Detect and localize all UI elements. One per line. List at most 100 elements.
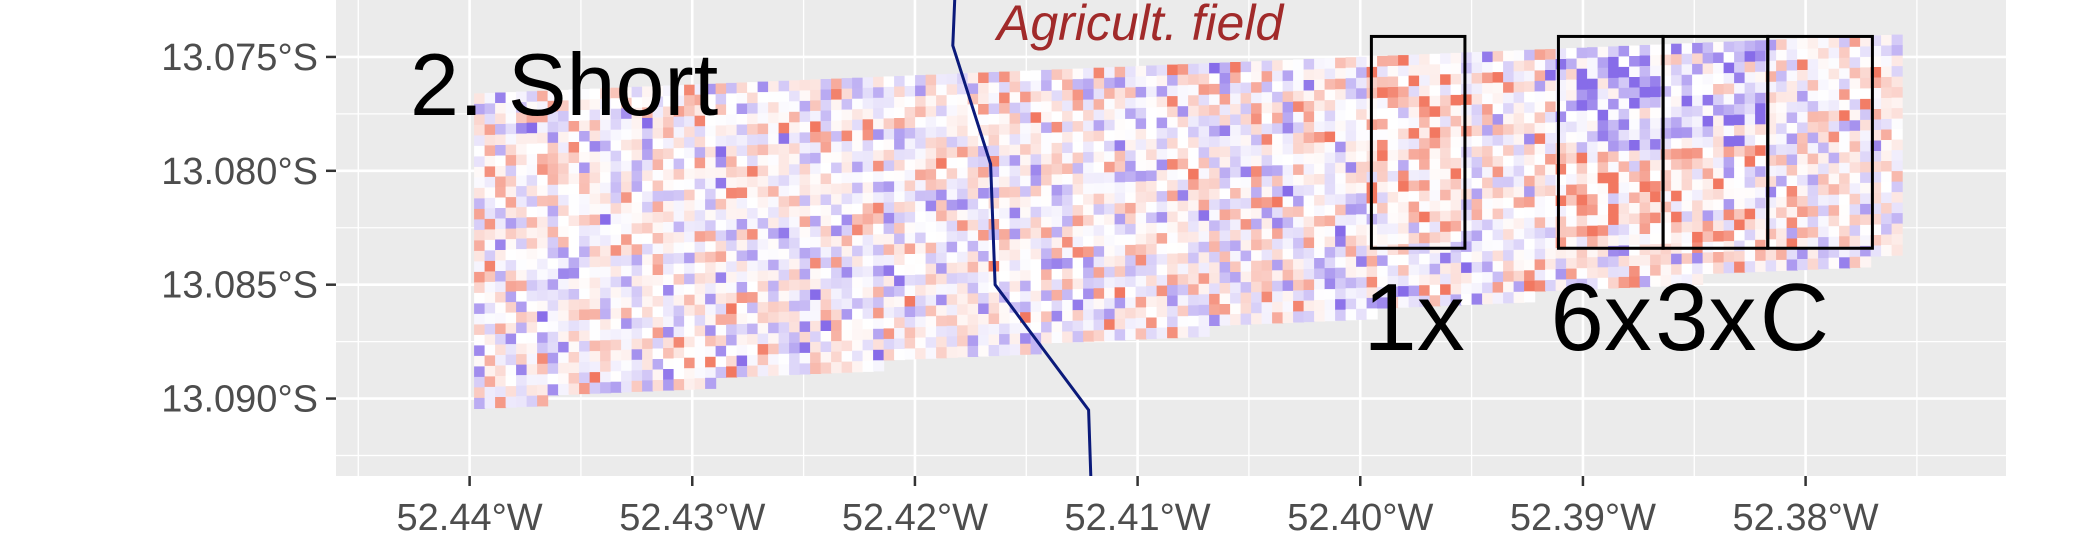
raster-cell (495, 271, 507, 283)
raster-cell (831, 225, 843, 237)
raster-cell (1555, 164, 1567, 176)
raster-cell (568, 383, 580, 395)
raster-cell (1450, 115, 1462, 127)
raster-cell (1009, 113, 1021, 125)
raster-cell (894, 118, 906, 130)
raster-cell (841, 204, 853, 216)
raster-cell (652, 233, 664, 245)
raster-cell (883, 275, 895, 287)
raster-cell (1765, 60, 1777, 72)
raster-cell (642, 138, 654, 150)
raster-cell (1429, 85, 1441, 97)
raster-cell (1356, 193, 1368, 205)
raster-cell (873, 192, 885, 204)
raster-cell (484, 113, 496, 125)
raster-cell (978, 345, 990, 357)
raster-cell (1524, 81, 1536, 93)
raster-cell (484, 124, 496, 136)
raster-cell (1807, 216, 1819, 228)
raster-cell (1387, 223, 1399, 235)
raster-cell (1744, 156, 1756, 168)
raster-cell (1471, 73, 1483, 85)
raster-cell (1776, 154, 1788, 166)
raster-cell (537, 153, 549, 165)
raster-cell (558, 131, 570, 143)
raster-cell (715, 230, 727, 242)
raster-cell (1188, 126, 1200, 138)
raster-cell (1797, 38, 1809, 50)
raster-cell (631, 191, 643, 203)
raster-cell (1282, 185, 1294, 197)
raster-cell (1755, 71, 1767, 83)
raster-cell (1261, 155, 1273, 167)
raster-cell (1534, 185, 1546, 197)
raster-cell (1450, 52, 1462, 64)
raster-cell (621, 276, 633, 288)
raster-cell (862, 161, 874, 173)
raster-cell (757, 207, 769, 219)
raster-cell (505, 176, 517, 188)
raster-cell (810, 79, 822, 91)
raster-cell (1303, 143, 1315, 155)
raster-cell (736, 219, 748, 231)
raster-cell (1639, 76, 1651, 88)
raster-cell (883, 118, 895, 130)
raster-cell (1786, 259, 1798, 271)
raster-cell (1555, 153, 1567, 165)
raster-cell (1335, 152, 1347, 164)
raster-cell (1398, 97, 1410, 109)
raster-cell (978, 230, 990, 242)
raster-cell (1576, 142, 1588, 154)
raster-cell (1272, 301, 1284, 313)
raster-cell (1009, 270, 1021, 282)
raster-cell (484, 386, 496, 398)
raster-cell (1545, 185, 1557, 197)
raster-cell (600, 256, 612, 268)
raster-cell (1345, 193, 1357, 205)
raster-cell (1387, 181, 1399, 193)
raster-cell (1114, 318, 1126, 330)
raster-cell (820, 163, 832, 175)
raster-cell (1839, 257, 1851, 269)
raster-cell (1776, 165, 1788, 177)
raster-cell (1282, 80, 1294, 92)
raster-cell (1156, 212, 1168, 224)
raster-cell (820, 100, 832, 112)
raster-cell (1146, 128, 1158, 140)
raster-cell (1440, 263, 1452, 275)
raster-cell (1818, 205, 1830, 217)
raster-cell (1135, 286, 1147, 298)
boundary-label: Agricult. field (994, 0, 1285, 51)
raster-cell (988, 334, 1000, 346)
raster-cell (778, 238, 790, 250)
raster-cell (652, 338, 664, 350)
raster-cell (1681, 158, 1693, 170)
raster-cell (1020, 102, 1032, 114)
raster-cell (820, 257, 832, 269)
raster-cell (516, 165, 528, 177)
raster-cell (600, 235, 612, 247)
raster-cell (1398, 160, 1410, 172)
raster-cell (904, 306, 916, 318)
raster-cell (1755, 239, 1767, 251)
raster-cell (1177, 211, 1189, 223)
raster-cell (1083, 131, 1095, 143)
raster-cell (1744, 40, 1756, 52)
raster-cell (1314, 153, 1326, 165)
raster-cell (1261, 165, 1273, 177)
raster-cell (1702, 115, 1714, 127)
raster-cell (726, 240, 738, 252)
raster-cell (1608, 172, 1620, 184)
raster-cell (600, 140, 612, 152)
raster-cell (1576, 205, 1588, 217)
raster-cell (757, 249, 769, 261)
raster-cell (1324, 205, 1336, 217)
raster-cell (1797, 248, 1809, 260)
raster-cell (1051, 289, 1063, 301)
raster-cell (1492, 177, 1504, 189)
raster-cell (474, 334, 486, 346)
raster-cell (1818, 163, 1830, 175)
raster-cell (1051, 79, 1063, 91)
raster-cell (663, 243, 675, 255)
raster-cell (1041, 195, 1053, 207)
